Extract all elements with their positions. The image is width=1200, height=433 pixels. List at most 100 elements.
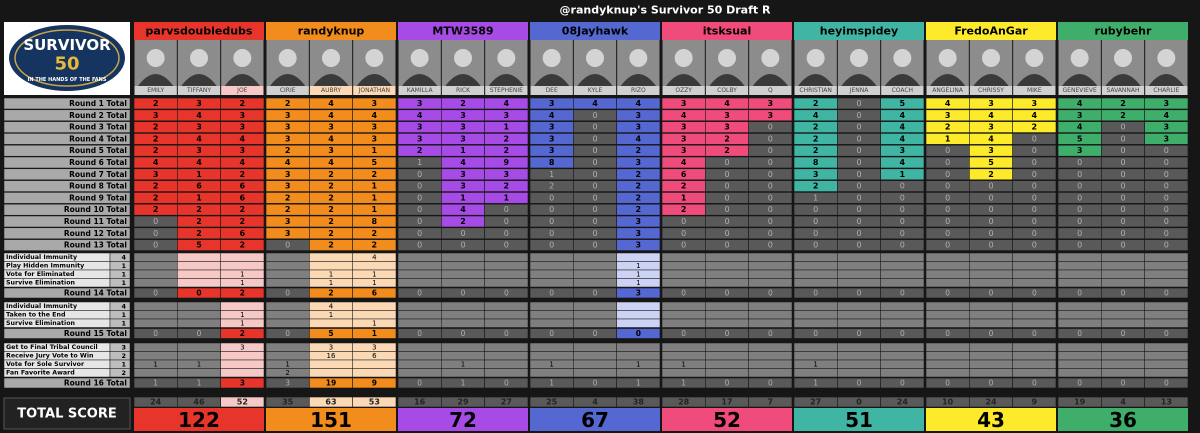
bonus-cell bbox=[1144, 359, 1189, 369]
bonus-cell bbox=[969, 269, 1013, 279]
score-cell bbox=[880, 144, 925, 157]
bonus-cell bbox=[793, 252, 838, 262]
bonus-value: 1 bbox=[240, 311, 244, 319]
bonus-cell bbox=[925, 301, 970, 311]
bonus-cell bbox=[793, 310, 838, 320]
score-value: 0 bbox=[592, 111, 597, 120]
score-value: 0 bbox=[1120, 134, 1125, 143]
section-total-value: 0 bbox=[1121, 329, 1126, 338]
score-cell bbox=[352, 180, 397, 192]
score-value: 2 bbox=[153, 123, 159, 132]
bonus-cell bbox=[220, 318, 265, 328]
section-total-value: 0 bbox=[900, 289, 905, 298]
score-cell bbox=[484, 121, 529, 133]
section-total-value: 0 bbox=[857, 289, 862, 298]
player-name-bg bbox=[749, 86, 792, 95]
score-value: 2 bbox=[240, 99, 246, 108]
bonus-label: Taken to the End bbox=[6, 311, 65, 318]
bonus-cell bbox=[837, 318, 881, 328]
bonus-cell bbox=[573, 278, 617, 288]
score-value: 0 bbox=[1032, 229, 1037, 238]
score-cell bbox=[1144, 227, 1189, 240]
score-value: 3 bbox=[636, 217, 642, 226]
player-name-bg bbox=[1145, 86, 1188, 95]
player-name: KAMILLA bbox=[407, 87, 434, 94]
score-value: 2 bbox=[1120, 99, 1126, 108]
score-value: 0 bbox=[504, 217, 509, 226]
score-cell bbox=[352, 215, 397, 228]
score-value: 0 bbox=[856, 123, 861, 132]
section-total-cell bbox=[880, 287, 925, 299]
player-name-bg bbox=[530, 86, 573, 95]
player-photo-head bbox=[893, 49, 912, 67]
bonus-cell bbox=[748, 368, 793, 378]
score-value: 0 bbox=[945, 205, 950, 214]
score-cell bbox=[220, 180, 265, 192]
score-value: 0 bbox=[1164, 193, 1169, 202]
score-cell bbox=[616, 180, 661, 192]
bonus-cell bbox=[837, 351, 881, 361]
bonus-cell bbox=[397, 278, 442, 288]
bonus-cell bbox=[705, 252, 749, 262]
player-total: 53 bbox=[369, 398, 380, 407]
score-value: 1 bbox=[945, 134, 951, 143]
bonus-cell bbox=[133, 368, 178, 378]
bonus-cell bbox=[1057, 252, 1102, 262]
score-value: 3 bbox=[1077, 111, 1083, 120]
bonus-cell bbox=[705, 269, 749, 279]
section-total-value: 0 bbox=[153, 289, 158, 298]
bonus-cell bbox=[880, 278, 925, 288]
bonus-value: 1 bbox=[372, 270, 376, 278]
section-total-value: 0 bbox=[636, 329, 641, 338]
logo-number: 50 bbox=[54, 54, 79, 75]
score-cell bbox=[484, 168, 529, 181]
bonus-cell bbox=[397, 261, 442, 271]
score-value: 3 bbox=[549, 123, 555, 132]
score-value: 2 bbox=[153, 99, 159, 108]
section-total-value: 0 bbox=[945, 289, 950, 298]
bonus-cell bbox=[265, 301, 310, 311]
score-cell bbox=[1012, 121, 1057, 133]
score-value: 0 bbox=[1077, 170, 1082, 179]
section-total-value: 0 bbox=[900, 379, 905, 388]
score-value: 0 bbox=[1120, 241, 1125, 250]
team-name: parvsdoubledubs bbox=[146, 25, 253, 38]
section-total-value: 0 bbox=[285, 289, 290, 298]
score-value: 0 bbox=[768, 241, 773, 250]
player-name-bg bbox=[221, 86, 264, 95]
team-total-cell bbox=[530, 408, 660, 431]
player-name-bg bbox=[794, 86, 837, 95]
score-cell bbox=[880, 215, 925, 228]
bonus-cell bbox=[529, 252, 574, 262]
player-photo-body bbox=[798, 74, 834, 86]
bonus-cell bbox=[265, 261, 310, 271]
section-total-value: 0 bbox=[504, 379, 509, 388]
player-photo-head bbox=[233, 49, 252, 67]
score-value: 2 bbox=[813, 182, 819, 191]
bonus-cell bbox=[880, 318, 925, 328]
section-total-value: 1 bbox=[813, 379, 818, 388]
score-cell bbox=[484, 215, 529, 228]
score-value: 3 bbox=[240, 111, 246, 120]
score-value: 2 bbox=[813, 134, 819, 143]
score-value: 2 bbox=[328, 182, 334, 191]
score-value: 2 bbox=[681, 182, 687, 191]
bonus-cell bbox=[616, 342, 661, 352]
player-name: GENEVIEVE bbox=[1063, 87, 1097, 94]
bonus-cell bbox=[837, 359, 881, 369]
score-value: 1 bbox=[900, 170, 906, 179]
player-name: STEPHENIE bbox=[490, 87, 523, 94]
score-value: 2 bbox=[460, 217, 466, 226]
bonus-cell bbox=[265, 252, 310, 262]
score-value: 4 bbox=[328, 111, 334, 120]
section-total-cell bbox=[484, 377, 529, 389]
score-value: 0 bbox=[856, 111, 861, 120]
score-value: 0 bbox=[945, 193, 950, 202]
score-value: 3 bbox=[460, 182, 466, 191]
score-value: 4 bbox=[1164, 111, 1170, 120]
score-cell bbox=[880, 168, 925, 181]
player-photo-head bbox=[497, 49, 516, 67]
row-label: Round 5 Total bbox=[69, 146, 127, 155]
player-photo-body bbox=[930, 74, 966, 86]
bonus-cell bbox=[705, 261, 749, 271]
